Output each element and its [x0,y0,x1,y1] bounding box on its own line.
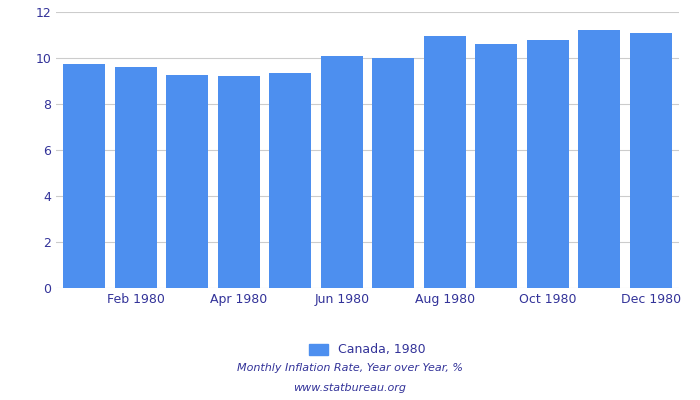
Bar [424,36,466,288]
Bar [578,30,620,288]
Text: Monthly Inflation Rate, Year over Year, %: Monthly Inflation Rate, Year over Year, … [237,363,463,373]
Bar [475,44,517,288]
Legend: Canada, 1980: Canada, 1980 [304,338,430,362]
Bar [270,73,312,288]
Bar [63,64,106,288]
Bar [629,33,672,288]
Bar [321,56,363,288]
Bar [115,67,157,288]
Bar [372,58,414,288]
Bar [218,76,260,288]
Bar [526,40,569,288]
Bar [166,75,209,288]
Text: www.statbureau.org: www.statbureau.org [293,383,407,393]
